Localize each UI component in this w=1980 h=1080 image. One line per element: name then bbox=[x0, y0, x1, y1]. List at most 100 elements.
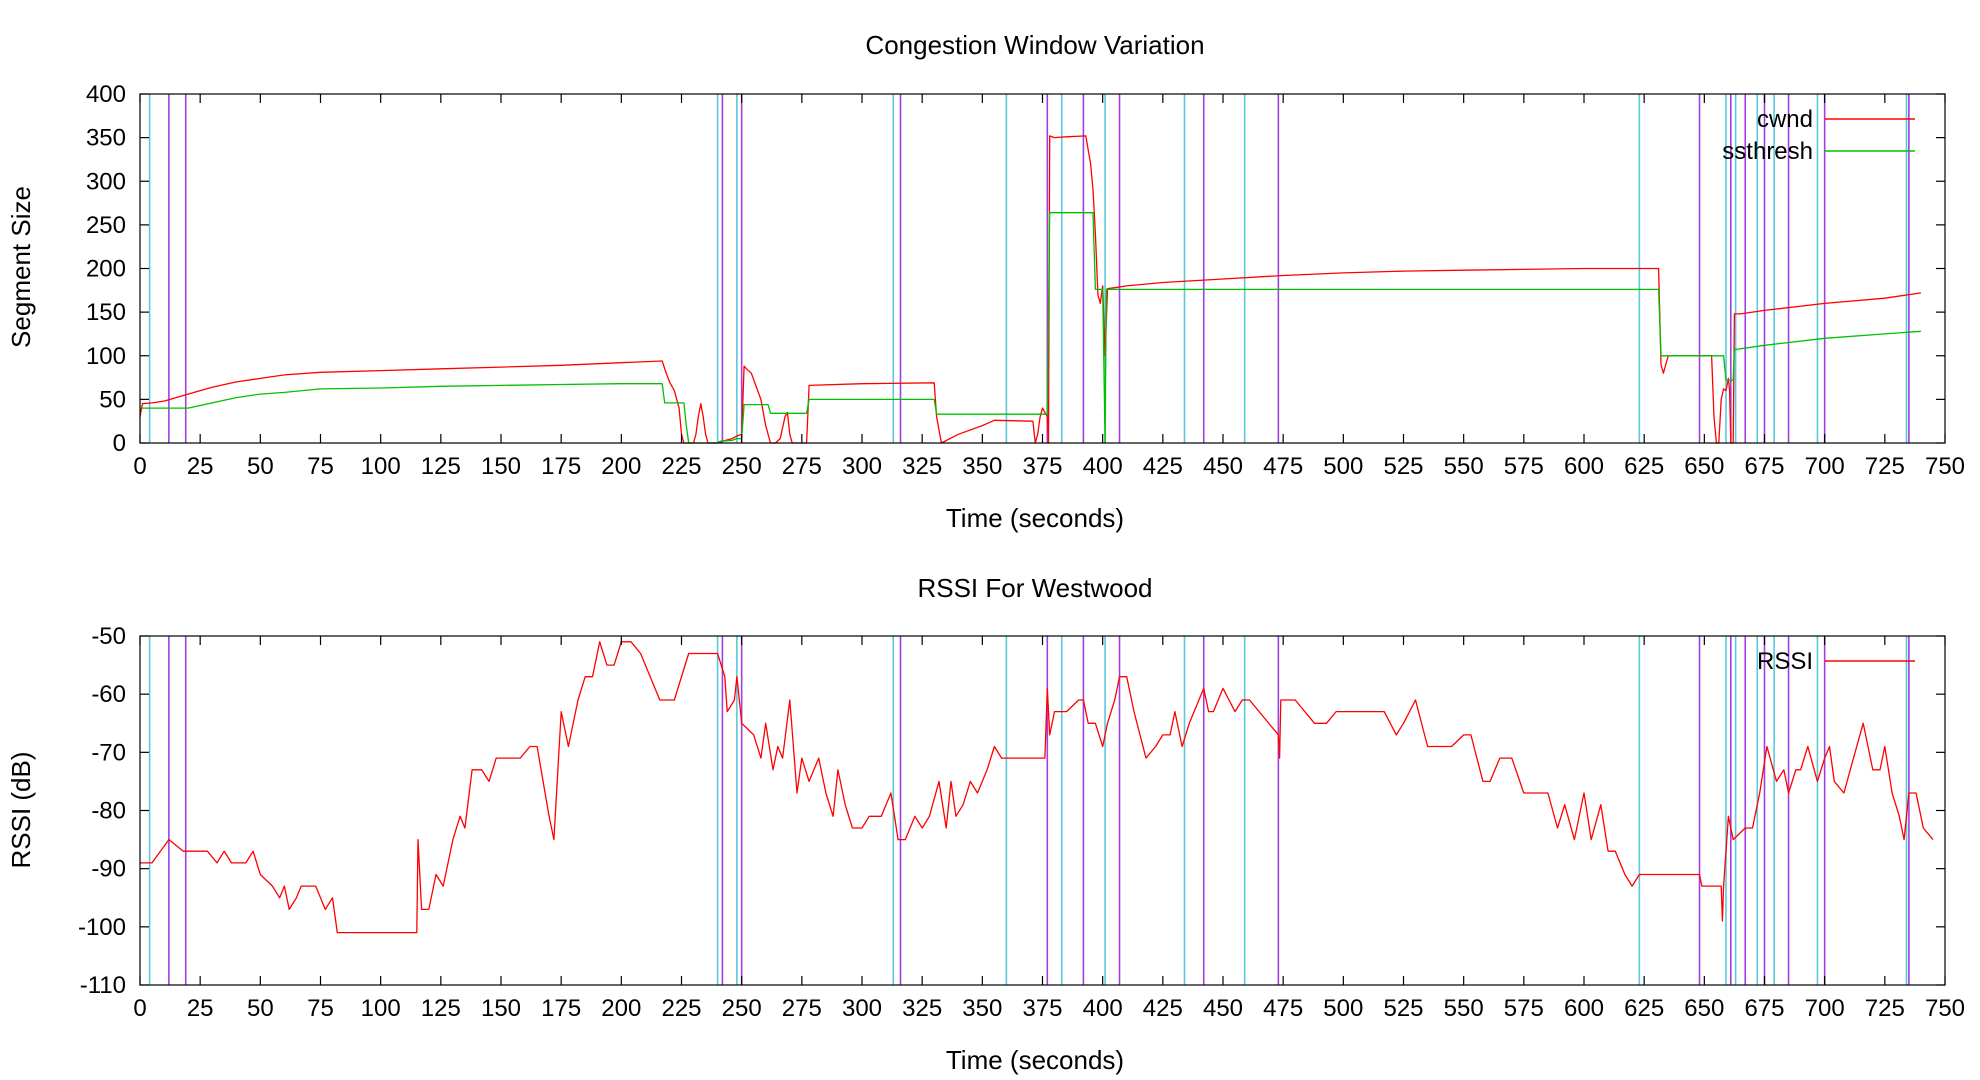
x-tick-label: 250 bbox=[722, 995, 762, 1022]
x-tick-label: 550 bbox=[1444, 995, 1484, 1022]
y-axis-label: RSSI (dB) bbox=[6, 751, 36, 868]
series-line-rssi bbox=[140, 641, 1934, 934]
axes: 0 25 50 75 100 125 150 175 200 225 250 275 300 325 350… bbox=[86, 81, 1965, 480]
x-tick-label: 750 bbox=[1925, 453, 1965, 480]
x-tick-label: 100 bbox=[361, 995, 401, 1022]
y-tick-label: -70 bbox=[91, 739, 126, 766]
x-tick-label: 625 bbox=[1624, 453, 1664, 480]
y-tick-label: -90 bbox=[91, 856, 126, 883]
x-tick-label: 75 bbox=[307, 453, 334, 480]
cwnd-chart: Congestion Window Variation Time (second… bbox=[6, 30, 1965, 533]
x-tick-label: 350 bbox=[962, 995, 1002, 1022]
x-tick-label: 650 bbox=[1684, 995, 1724, 1022]
x-tick-label: 525 bbox=[1383, 453, 1423, 480]
chart-title: Congestion Window Variation bbox=[865, 30, 1204, 60]
x-tick-label: 100 bbox=[361, 453, 401, 480]
x-axis-label: Time (seconds) bbox=[946, 503, 1124, 533]
x-tick-label: 650 bbox=[1684, 453, 1724, 480]
x-tick-label: 0 bbox=[133, 453, 146, 480]
series-lines bbox=[139, 135, 1921, 444]
x-tick-label: 0 bbox=[133, 995, 146, 1022]
x-tick-label: 700 bbox=[1805, 995, 1845, 1022]
x-tick-label: 50 bbox=[247, 453, 274, 480]
x-tick-label: 675 bbox=[1744, 995, 1784, 1022]
y-tick-label: -100 bbox=[78, 914, 126, 941]
y-tick-label: -60 bbox=[91, 681, 126, 708]
x-tick-label: 200 bbox=[601, 453, 641, 480]
legend-label-rssi: RSSI bbox=[1757, 648, 1813, 675]
plot-frame bbox=[139, 93, 1946, 444]
x-tick-label: 275 bbox=[782, 453, 822, 480]
x-tick-label: 175 bbox=[541, 453, 581, 480]
legend-label-ssthresh: ssthresh bbox=[1722, 138, 1813, 165]
x-tick-label: 625 bbox=[1624, 995, 1664, 1022]
legend: RSSI bbox=[1757, 648, 1915, 675]
x-tick-label: 25 bbox=[187, 453, 214, 480]
x-tick-label: 425 bbox=[1143, 453, 1183, 480]
y-tick-label: 400 bbox=[86, 81, 126, 108]
x-tick-label: 225 bbox=[661, 995, 701, 1022]
x-tick-label: 275 bbox=[782, 995, 822, 1022]
x-tick-label: 150 bbox=[481, 995, 521, 1022]
y-tick-label: 200 bbox=[86, 256, 126, 283]
series-line-ssthresh bbox=[140, 212, 1921, 444]
y-tick-label: 350 bbox=[86, 125, 126, 152]
x-tick-label: 400 bbox=[1083, 995, 1123, 1022]
x-tick-label: 375 bbox=[1022, 995, 1062, 1022]
x-tick-label: 375 bbox=[1022, 453, 1062, 480]
x-tick-label: 600 bbox=[1564, 453, 1604, 480]
axes: 0 25 50 75 100 125 150 175 200 225 250 275 300 325 350… bbox=[78, 623, 1965, 1022]
y-tick-label: 0 bbox=[113, 430, 126, 457]
rssi-chart: RSSI For Westwood Time (seconds) RSSI (d… bbox=[6, 573, 1965, 1075]
x-tick-label: 500 bbox=[1323, 995, 1363, 1022]
x-tick-label: 25 bbox=[187, 995, 214, 1022]
y-tick-label: 50 bbox=[99, 386, 126, 413]
x-tick-label: 325 bbox=[902, 995, 942, 1022]
y-tick-label: 100 bbox=[86, 343, 126, 370]
y-tick-label: 250 bbox=[86, 212, 126, 239]
x-tick-label: 700 bbox=[1805, 453, 1845, 480]
y-axis-label: Segment Size bbox=[6, 186, 36, 348]
legend-label-cwnd: cwnd bbox=[1757, 106, 1813, 133]
legend: cwnd ssthresh bbox=[1722, 106, 1915, 165]
x-tick-label: 200 bbox=[601, 995, 641, 1022]
x-tick-label: 125 bbox=[421, 995, 461, 1022]
x-tick-label: 175 bbox=[541, 995, 581, 1022]
y-tick-label: 300 bbox=[86, 168, 126, 195]
y-tick-label: 150 bbox=[86, 299, 126, 326]
x-tick-label: 75 bbox=[307, 995, 334, 1022]
x-tick-label: 575 bbox=[1504, 995, 1544, 1022]
x-tick-label: 750 bbox=[1925, 995, 1965, 1022]
x-tick-label: 600 bbox=[1564, 995, 1604, 1022]
x-tick-label: 50 bbox=[247, 995, 274, 1022]
y-tick-label: -50 bbox=[91, 623, 126, 650]
y-tick-label: -110 bbox=[80, 972, 126, 999]
x-tick-label: 325 bbox=[902, 453, 942, 480]
x-tick-label: 575 bbox=[1504, 453, 1544, 480]
x-tick-label: 500 bbox=[1323, 453, 1363, 480]
series-lines bbox=[140, 641, 1934, 934]
x-tick-label: 725 bbox=[1865, 995, 1905, 1022]
event-lines bbox=[148, 94, 1910, 443]
x-tick-label: 475 bbox=[1263, 995, 1303, 1022]
x-tick-label: 450 bbox=[1203, 995, 1243, 1022]
x-tick-label: 300 bbox=[842, 453, 882, 480]
x-tick-label: 425 bbox=[1143, 995, 1183, 1022]
y-tick-label: -80 bbox=[91, 798, 126, 825]
x-tick-label: 400 bbox=[1083, 453, 1123, 480]
x-tick-label: 250 bbox=[722, 453, 762, 480]
x-tick-label: 525 bbox=[1383, 995, 1423, 1022]
x-tick-label: 150 bbox=[481, 453, 521, 480]
x-tick-label: 300 bbox=[842, 995, 882, 1022]
chart-title: RSSI For Westwood bbox=[917, 573, 1152, 603]
x-tick-label: 125 bbox=[421, 453, 461, 480]
x-tick-label: 475 bbox=[1263, 453, 1303, 480]
x-tick-label: 725 bbox=[1865, 453, 1905, 480]
x-tick-label: 225 bbox=[661, 453, 701, 480]
x-tick-label: 450 bbox=[1203, 453, 1243, 480]
x-axis-label: Time (seconds) bbox=[946, 1045, 1124, 1075]
x-tick-label: 675 bbox=[1744, 453, 1784, 480]
x-tick-label: 350 bbox=[962, 453, 1002, 480]
x-tick-label: 550 bbox=[1444, 453, 1484, 480]
